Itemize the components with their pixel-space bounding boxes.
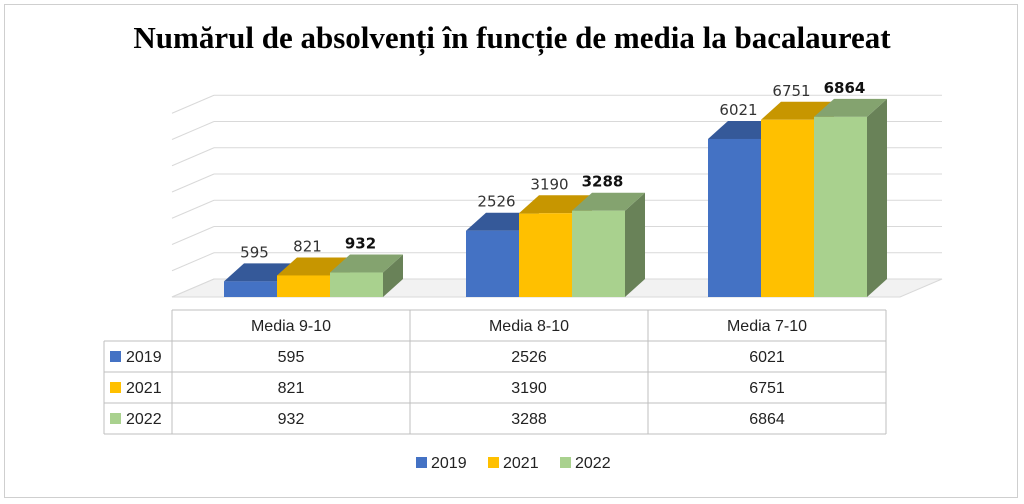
bar-front <box>466 230 519 297</box>
bar-top <box>519 195 592 214</box>
bar-top <box>277 257 350 276</box>
table-header: Media 9-10 <box>251 318 331 335</box>
bar-front <box>277 275 330 297</box>
data-labels: 595 821 932 2526 3190 3288 6021 6751 6864 <box>240 79 865 262</box>
legend-swatch <box>488 457 499 468</box>
bar-front <box>330 272 383 297</box>
table-series-name: 2021 <box>126 380 162 397</box>
legend-swatch <box>560 457 571 468</box>
chart-title: Numărul de absolvenți în funcție de medi… <box>133 20 891 55</box>
table-legend-key <box>110 382 121 393</box>
data-label: 595 <box>240 243 269 261</box>
data-label: 821 <box>293 237 322 255</box>
table-cell: 595 <box>278 349 305 366</box>
gridline-side <box>171 173 215 193</box>
bar-front <box>519 213 572 297</box>
gridline-side <box>171 226 215 245</box>
table-cell: 6751 <box>749 380 785 397</box>
bar-front <box>572 210 625 297</box>
bar <box>814 98 887 297</box>
table-series-name: 2019 <box>126 349 162 366</box>
table-cell: 6864 <box>749 411 785 428</box>
data-label: 3190 <box>530 175 568 193</box>
bar-side <box>625 192 645 297</box>
table-series-name: 2022 <box>126 411 162 428</box>
bar-front <box>814 116 867 297</box>
data-label: 6021 <box>719 101 757 119</box>
table-header: Media 7-10 <box>727 318 807 335</box>
bar <box>330 254 403 297</box>
gridline-side <box>171 199 215 219</box>
table-cell: 821 <box>278 380 305 397</box>
data-label: 2526 <box>477 193 515 211</box>
legend-entry: 2019 <box>431 455 467 472</box>
bar-front <box>708 138 761 297</box>
table-header: Media 8-10 <box>489 318 569 335</box>
table-cell: 3190 <box>511 380 547 397</box>
table-cell: 6021 <box>749 349 785 366</box>
data-table: Media 9-10 Media 8-10 Media 7-10 2019 595 252… <box>103 309 887 435</box>
data-label: 3288 <box>582 173 624 191</box>
bar-top <box>572 192 645 211</box>
bar-top <box>814 98 887 117</box>
table-cell: 3288 <box>511 411 547 428</box>
data-label: 6864 <box>824 79 866 97</box>
data-label: 6751 <box>772 82 810 100</box>
gridline-side <box>171 94 215 114</box>
bar-side <box>383 254 403 297</box>
bars <box>224 98 887 297</box>
gridline-side <box>171 147 215 167</box>
bar <box>572 192 645 297</box>
gridline-side <box>171 252 215 272</box>
legend-entry: 2021 <box>503 455 539 472</box>
table-legend-key <box>110 413 121 424</box>
table-cell: 2526 <box>511 349 547 366</box>
bar-front <box>761 119 814 297</box>
data-label: 932 <box>345 235 376 253</box>
table-cell: 932 <box>278 411 305 428</box>
legend: 2019 2021 2022 <box>416 455 611 472</box>
bar-side <box>867 98 887 297</box>
bar-front <box>224 281 277 297</box>
table-legend-key <box>110 351 121 362</box>
legend-swatch <box>416 457 427 468</box>
legend-entry: 2022 <box>575 455 611 472</box>
bar-top <box>330 254 403 273</box>
gridline-side <box>171 121 215 140</box>
